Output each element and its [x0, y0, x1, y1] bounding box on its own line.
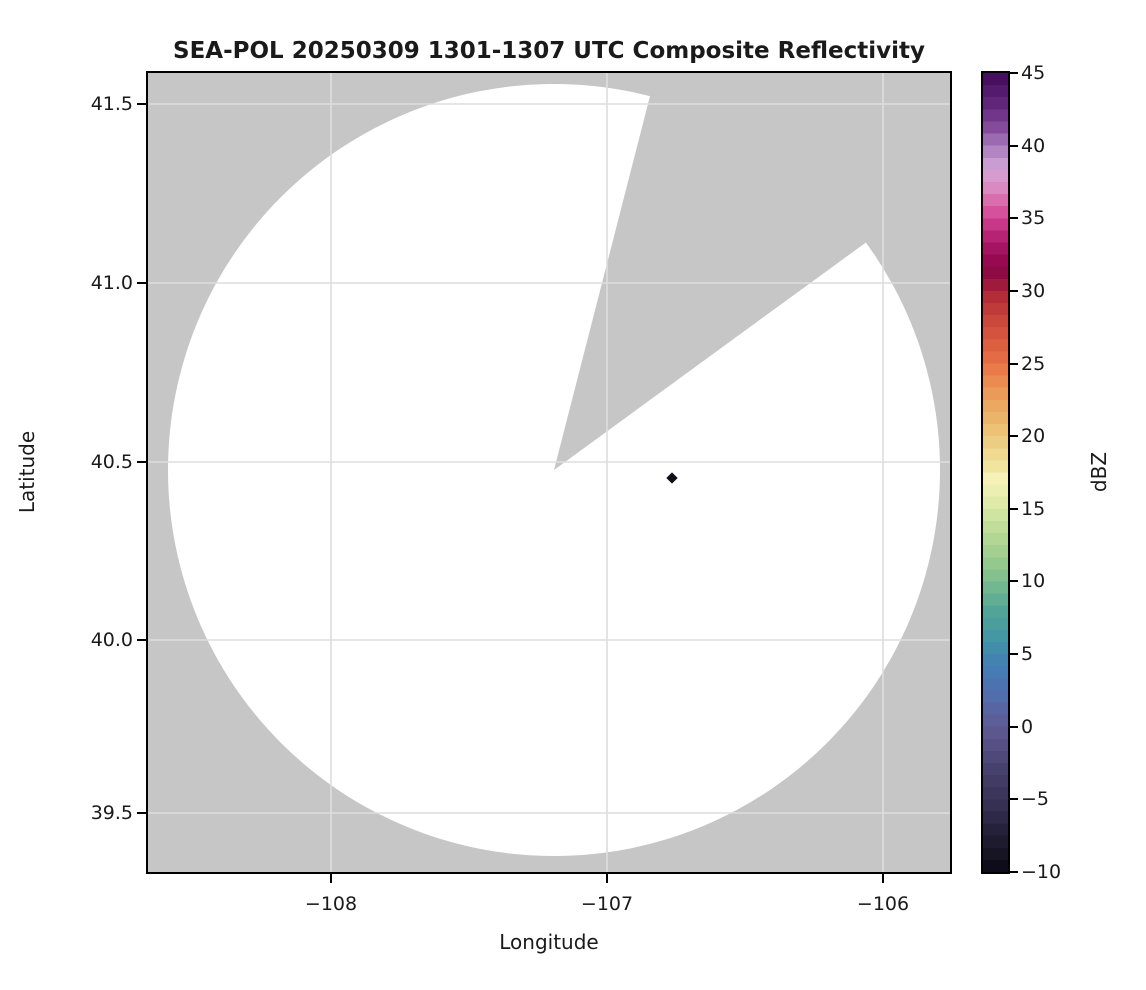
colorbar-gradient: [983, 73, 1008, 872]
colorbar-tick-label: 35: [1021, 207, 1046, 230]
plot-frame: [146, 71, 952, 874]
y-tick-label: 40.0: [90, 629, 133, 651]
colorbar-tick-mark: [1010, 435, 1018, 438]
x-tick-label: −106: [856, 893, 910, 915]
colorbar-tick-mark: [1010, 580, 1018, 583]
colorbar-tick-label: −5: [1021, 788, 1050, 811]
y-tick-mark: [137, 812, 146, 814]
colorbar-tick-label: 30: [1021, 279, 1046, 302]
y-tick-mark: [137, 282, 146, 284]
colorbar-tick-label: −10: [1021, 861, 1062, 883]
colorbar-tick-mark: [1010, 507, 1018, 510]
colorbar-tick-mark: [1010, 725, 1018, 728]
colorbar-tick-mark: [1010, 289, 1018, 292]
colorbar-tick-label: 25: [1021, 352, 1046, 375]
colorbar-label: dBZ: [1087, 451, 1111, 493]
colorbar-tick-label: 5: [1021, 643, 1034, 666]
y-tick-label: 41.0: [90, 272, 133, 294]
colorbar-tick-label: 20: [1021, 425, 1046, 448]
colorbar-tick-mark: [1010, 653, 1018, 656]
colorbar-tick-mark: [1010, 217, 1018, 220]
y-tick-label: 39.5: [90, 802, 133, 824]
x-tick-mark: [606, 874, 608, 883]
missing-data-wedge: [554, 73, 950, 470]
colorbar-tick-mark: [1010, 871, 1018, 873]
colorbar-tick-mark: [1010, 72, 1018, 74]
colorbar-tick-label: 45: [1021, 62, 1046, 84]
y-axis-label: Latitude: [15, 430, 39, 514]
x-tick-mark: [330, 874, 332, 883]
y-tick-mark: [137, 461, 146, 463]
y-tick-label: 40.5: [90, 451, 133, 473]
colorbar-frame: [981, 71, 1010, 874]
radar-map: [148, 73, 950, 872]
colorbar-tick-mark: [1010, 144, 1018, 147]
colorbar-tick-mark: [1010, 362, 1018, 365]
y-tick-label: 41.5: [90, 93, 133, 115]
colorbar-tick-label: 15: [1021, 497, 1046, 520]
x-tick-label: −108: [304, 893, 358, 915]
colorbar-tick-label: 10: [1021, 570, 1046, 593]
colorbar-tick-label: 40: [1021, 134, 1046, 157]
y-tick-mark: [137, 103, 146, 105]
colorbar-tick-label: 0: [1021, 715, 1034, 738]
colorbar-tick-mark: [1010, 798, 1018, 801]
plot-title: SEA-POL 20250309 1301-1307 UTC Composite…: [173, 38, 925, 64]
y-tick-mark: [137, 639, 146, 641]
x-tick-mark: [882, 874, 884, 883]
x-tick-label: −107: [580, 893, 634, 915]
x-axis-label: Longitude: [499, 930, 599, 954]
reflectivity-echo-marker: [666, 472, 678, 484]
